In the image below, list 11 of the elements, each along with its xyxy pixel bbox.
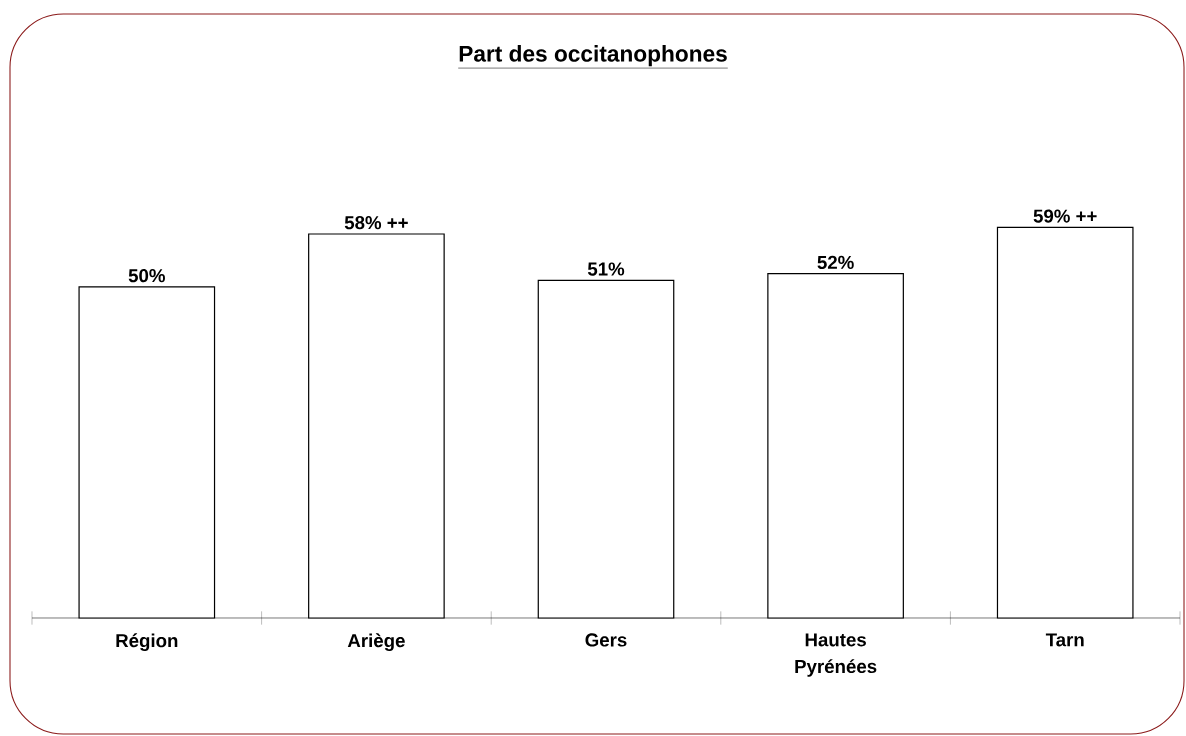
- x-tick-label: Région: [116, 633, 178, 652]
- data-label: 58% ++: [344, 216, 408, 230]
- x-tick-label: Tarn: [1045, 633, 1084, 647]
- data-label: 51%: [587, 262, 625, 276]
- x-tick-label: Hautes Pyrénées: [795, 633, 877, 677]
- x-tick-label: Ariège: [347, 633, 405, 652]
- data-label: 52%: [817, 255, 854, 270]
- chart-title: Part des occitanophones: [459, 45, 727, 67]
- data-label: 50%: [128, 269, 165, 283]
- data-label: 59% ++: [1033, 209, 1097, 223]
- x-tick-label: Gers: [585, 633, 627, 647]
